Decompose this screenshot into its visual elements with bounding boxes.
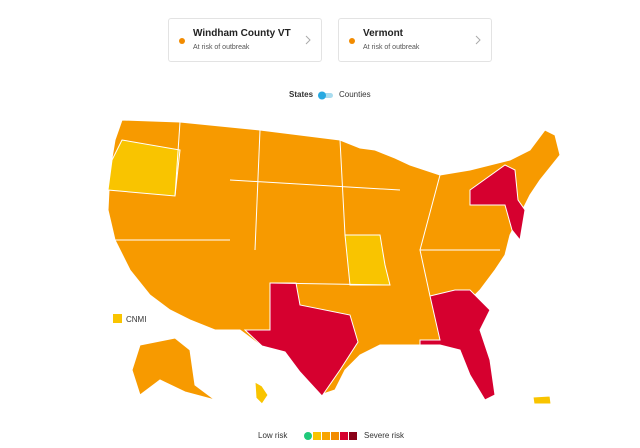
legend-swatch (113, 314, 122, 323)
risk-swatch (304, 432, 312, 440)
county-card[interactable]: Windham County VT At risk of outbreak (168, 18, 322, 62)
state-region[interactable] (131, 337, 216, 401)
scale-low: Low risk (258, 431, 288, 440)
state-region[interactable] (532, 395, 552, 405)
chevron (305, 35, 311, 45)
state-region[interactable] (243, 282, 359, 397)
state-region[interactable] (469, 164, 526, 242)
risk-swatch (313, 432, 321, 440)
state-card[interactable]: Vermont At risk of outbreak (338, 18, 492, 62)
toggle-right[interactable]: Counties (339, 90, 371, 99)
risk-swatch (331, 432, 339, 440)
card-title: Vermont (363, 28, 404, 39)
legend-label: CNMI (126, 315, 146, 324)
card-subtitle: At risk of outbreak (363, 44, 420, 51)
risk-swatch (349, 432, 357, 440)
chevron (475, 35, 481, 45)
state-region[interactable] (419, 289, 496, 401)
risk-scale (304, 432, 357, 440)
state-region[interactable] (344, 234, 391, 286)
toggle-switch[interactable] (317, 90, 335, 100)
risk-dot (349, 38, 355, 44)
card-subtitle: At risk of outbreak (193, 44, 250, 51)
risk-dot (179, 38, 185, 44)
risk-swatch (340, 432, 348, 440)
card-title: Windham County VT (193, 28, 291, 39)
state-region[interactable] (107, 139, 181, 197)
us-map: CNMI (107, 119, 561, 405)
state-region[interactable] (254, 381, 269, 405)
toggle-left[interactable]: States (289, 90, 314, 99)
risk-swatch (322, 432, 330, 440)
scale-high: Severe risk (364, 431, 405, 440)
